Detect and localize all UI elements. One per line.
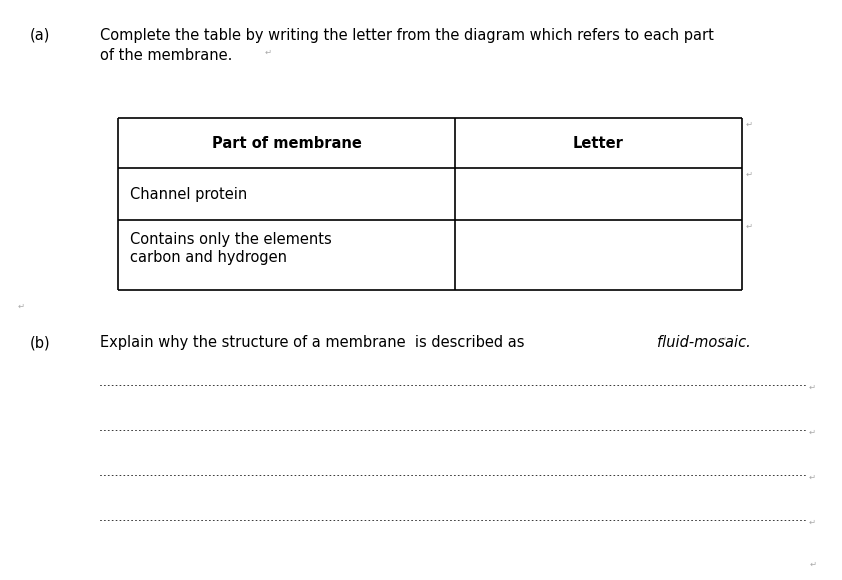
Text: ↵: ↵: [810, 560, 817, 569]
Text: ↵: ↵: [265, 48, 272, 57]
Text: Letter: Letter: [573, 136, 624, 150]
Text: Channel protein: Channel protein: [130, 187, 248, 201]
Text: (a): (a): [30, 28, 51, 43]
Text: ↵: ↵: [719, 335, 727, 344]
Text: ↵: ↵: [746, 222, 753, 231]
Text: ↵: ↵: [746, 170, 753, 179]
Text: carbon and hydrogen: carbon and hydrogen: [130, 250, 287, 265]
Text: fluid-mosaic.: fluid-mosaic.: [658, 335, 751, 350]
Text: Complete the table by writing the letter from the diagram which refers to each p: Complete the table by writing the letter…: [100, 28, 714, 43]
Text: ↵: ↵: [809, 428, 816, 437]
Text: ↵: ↵: [746, 120, 753, 129]
Text: (b): (b): [30, 335, 51, 350]
Text: ↵: ↵: [809, 473, 816, 482]
Text: ↵: ↵: [18, 302, 25, 311]
Text: Part of membrane: Part of membrane: [211, 136, 361, 150]
Text: ↵: ↵: [809, 518, 816, 527]
Text: Explain why the structure of a membrane  is described as: Explain why the structure of a membrane …: [100, 335, 529, 350]
Text: Contains only the elements: Contains only the elements: [130, 232, 332, 247]
Text: of the membrane.: of the membrane.: [100, 48, 232, 63]
Text: ↵: ↵: [809, 383, 816, 392]
